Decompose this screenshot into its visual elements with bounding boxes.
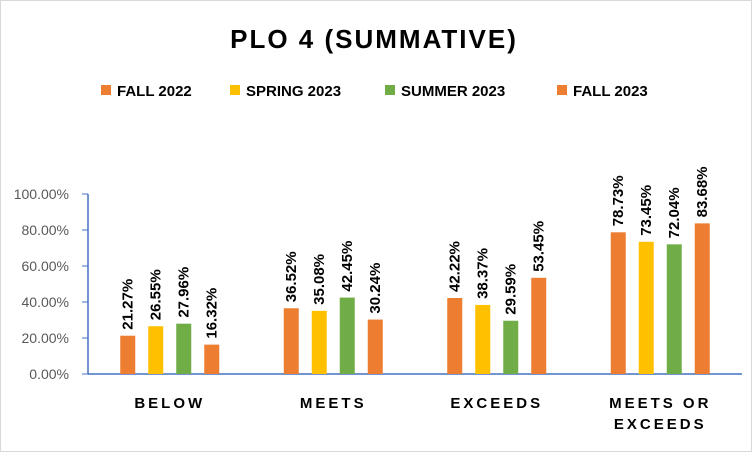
data-label: 42.45% xyxy=(339,241,356,292)
y-tick-label: 100.00% xyxy=(14,186,69,202)
x-axis: BELOW MEETS EXCEEDS MEETS OR EXCEEDS xyxy=(88,373,742,433)
x-category-label: BELOW xyxy=(134,395,205,412)
bar xyxy=(204,344,220,374)
chart-title: PLO 4 (SUMMATIVE) xyxy=(230,24,518,54)
bar xyxy=(610,232,626,374)
legend-label: SPRING 2023 xyxy=(246,83,341,100)
x-category-label: EXCEEDS xyxy=(450,395,543,412)
bar xyxy=(531,277,547,374)
data-label: 73.45% xyxy=(638,185,655,236)
x-category-label: MEETS xyxy=(300,395,367,412)
y-tick-label: 20.00% xyxy=(22,330,69,346)
bar xyxy=(666,244,682,374)
bar xyxy=(638,241,654,374)
y-tick-label: 60.00% xyxy=(22,258,69,274)
bar xyxy=(148,326,164,374)
data-label: 26.55% xyxy=(148,269,165,320)
data-label: 30.24% xyxy=(367,263,384,314)
bar xyxy=(283,308,299,374)
data-label: 35.08% xyxy=(311,254,328,305)
legend-swatch xyxy=(230,85,240,95)
data-labels: 21.27% 26.55% 27.96% 16.32% 36.52% 35.08% 42.4… xyxy=(120,167,712,339)
y-tick-label: 40.00% xyxy=(22,294,69,310)
legend-swatch xyxy=(101,85,111,95)
bar xyxy=(475,304,491,374)
data-label: 83.68% xyxy=(694,167,711,218)
data-label: 16.32% xyxy=(204,288,221,339)
y-tick-label: 80.00% xyxy=(22,222,69,238)
data-label: 42.22% xyxy=(447,241,464,292)
bar xyxy=(694,223,710,374)
bar xyxy=(503,320,519,374)
legend: FALL 2022 SPRING 2023 SUMMER 2023 FALL 2023 xyxy=(101,83,648,100)
data-label: 36.52% xyxy=(283,251,300,302)
legend-label: SUMMER 2023 xyxy=(401,83,505,100)
x-category-label: EXCEEDS xyxy=(614,416,707,433)
y-axis: 0.00% 20.00% 40.00% 60.00% 80.00% 100.00% xyxy=(14,186,89,382)
legend-label: FALL 2022 xyxy=(117,83,192,100)
bar xyxy=(311,310,327,374)
data-label: 27.96% xyxy=(176,267,193,318)
y-tick-label: 0.00% xyxy=(29,366,69,382)
bar xyxy=(339,297,355,374)
data-label: 38.37% xyxy=(475,248,492,299)
data-label: 78.73% xyxy=(610,175,627,226)
bar xyxy=(176,323,192,374)
legend-swatch xyxy=(557,85,567,95)
bars xyxy=(120,223,710,374)
x-category-label: MEETS OR xyxy=(609,395,711,412)
data-label: 21.27% xyxy=(120,279,137,330)
bar xyxy=(447,298,463,374)
legend-swatch xyxy=(385,85,395,95)
legend-label: FALL 2023 xyxy=(573,83,648,100)
data-label: 53.45% xyxy=(531,221,548,272)
bar xyxy=(120,335,136,374)
bar xyxy=(367,319,383,374)
data-label: 72.04% xyxy=(666,187,683,238)
data-label: 29.59% xyxy=(503,264,520,315)
